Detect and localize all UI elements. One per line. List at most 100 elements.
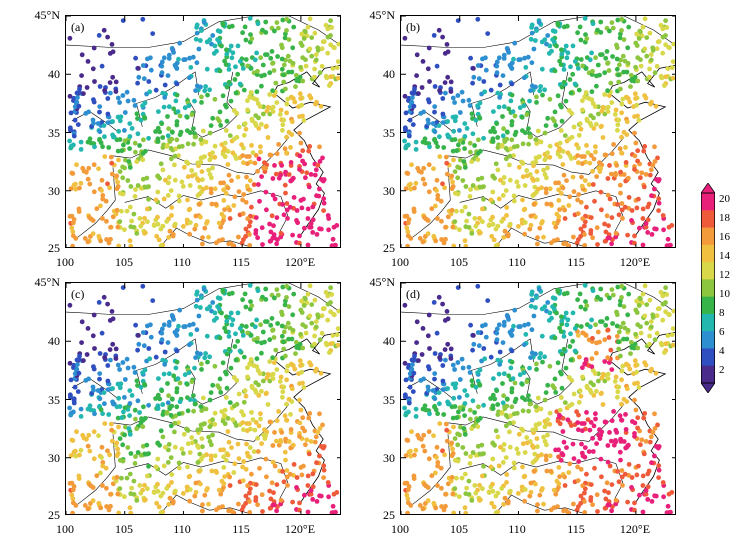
station-point — [578, 226, 584, 232]
station-point — [321, 177, 327, 182]
station-point — [318, 103, 324, 109]
station-point — [431, 300, 437, 305]
station-point — [614, 56, 620, 62]
station-point — [194, 350, 200, 356]
station-point — [578, 393, 584, 399]
station-point — [247, 223, 252, 229]
station-point — [129, 393, 135, 398]
province-boundary-line — [77, 434, 116, 505]
station-point — [172, 62, 178, 68]
station-point — [155, 221, 161, 227]
station-point — [87, 181, 93, 187]
station-point — [547, 310, 553, 316]
station-point — [240, 197, 246, 203]
station-point — [523, 332, 529, 337]
station-point — [495, 223, 501, 229]
station-point — [522, 473, 528, 479]
station-point — [582, 243, 588, 247]
station-point — [199, 367, 204, 372]
station-point — [68, 186, 74, 192]
station-point — [174, 404, 180, 410]
station-point — [402, 35, 408, 41]
station-point — [258, 55, 263, 61]
station-point — [526, 408, 531, 414]
station-point — [278, 439, 283, 445]
station-point — [196, 445, 201, 450]
station-point — [602, 378, 608, 384]
station-point — [71, 217, 77, 222]
lon-tick-label: 110 — [508, 522, 526, 536]
station-point — [194, 297, 200, 303]
station-point — [329, 243, 335, 247]
station-point — [572, 348, 578, 354]
station-point — [122, 227, 127, 233]
station-point — [313, 57, 319, 63]
station-point — [516, 224, 521, 229]
station-point — [614, 333, 620, 339]
station-point — [404, 492, 410, 498]
station-point — [199, 169, 205, 175]
station-point — [290, 312, 296, 318]
station-point — [257, 465, 262, 471]
station-point — [285, 53, 291, 59]
station-point — [512, 132, 518, 138]
station-point — [321, 196, 327, 202]
province-boundary-line — [521, 71, 573, 138]
station-point — [187, 473, 193, 479]
station-point — [290, 499, 295, 505]
station-point — [241, 399, 247, 405]
station-point — [576, 427, 581, 433]
station-point — [542, 87, 547, 93]
station-point — [255, 435, 260, 441]
station-point — [329, 25, 335, 30]
station-point — [200, 154, 206, 160]
station-point — [87, 403, 93, 409]
station-point — [640, 24, 646, 30]
station-point — [605, 88, 610, 94]
station-point — [511, 144, 517, 150]
station-point — [636, 303, 642, 308]
station-point — [313, 319, 319, 324]
station-point — [578, 466, 584, 472]
station-point — [670, 59, 675, 64]
station-point — [290, 327, 296, 333]
station-point — [172, 329, 178, 335]
station-point — [282, 302, 288, 308]
station-point — [68, 395, 73, 400]
station-point — [508, 365, 514, 371]
station-point — [204, 306, 210, 312]
station-point — [265, 371, 271, 377]
station-point — [433, 140, 439, 146]
station-point — [409, 429, 414, 435]
station-point — [635, 148, 641, 154]
station-point — [170, 396, 175, 402]
station-point — [524, 112, 530, 118]
station-point — [100, 193, 106, 198]
station-point — [191, 126, 196, 131]
station-point — [534, 141, 540, 146]
station-point — [224, 104, 229, 110]
station-point — [629, 475, 635, 480]
station-point — [425, 333, 431, 339]
station-point — [113, 79, 119, 85]
station-point — [491, 109, 496, 114]
station-point — [189, 379, 195, 385]
station-point — [448, 89, 454, 94]
station-point — [180, 451, 186, 456]
station-point — [128, 491, 134, 497]
station-point — [492, 129, 498, 135]
station-point — [527, 98, 532, 104]
station-point — [634, 472, 640, 478]
station-point — [212, 96, 218, 102]
station-point — [314, 193, 319, 199]
station-point — [425, 117, 431, 123]
station-point — [606, 223, 611, 229]
station-point — [170, 129, 175, 135]
colorbar-tick-label: 20 — [719, 193, 730, 205]
station-point — [454, 475, 459, 481]
colorbar-segment — [701, 331, 715, 349]
station-point — [108, 421, 114, 427]
station-point — [159, 59, 165, 65]
lon-tick-label: 120°E — [284, 522, 316, 536]
station-point — [579, 154, 585, 159]
